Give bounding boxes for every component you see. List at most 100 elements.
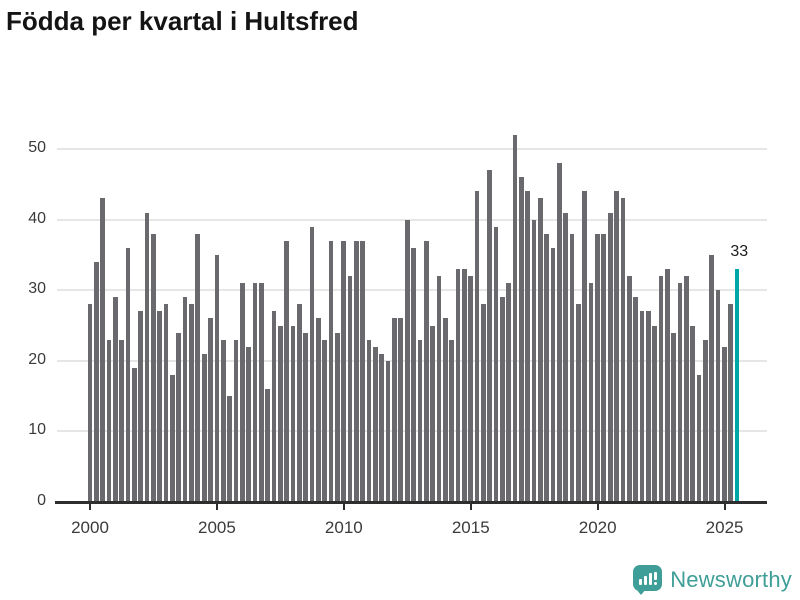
bar [138, 311, 144, 502]
x-axis-tick-label: 2010 [324, 518, 363, 537]
bar [449, 339, 454, 502]
bar [366, 339, 372, 502]
x-axis-tick-label: 2000 [71, 518, 109, 537]
bar [182, 297, 188, 502]
bar [671, 332, 676, 502]
bar [461, 269, 467, 502]
bar [557, 163, 562, 502]
bar [404, 219, 410, 502]
bar [93, 261, 99, 502]
bar [411, 247, 416, 502]
bar [246, 346, 251, 502]
x-axis-tick-mark [215, 501, 218, 510]
newsworthy-logo[interactable]: Newsworthy [633, 565, 792, 595]
bar [189, 304, 194, 502]
bar [595, 233, 600, 502]
bar [309, 226, 315, 502]
bar [252, 283, 258, 502]
bar [582, 191, 588, 502]
bar [195, 233, 201, 502]
bar [119, 339, 125, 502]
bar [258, 283, 264, 502]
bar [87, 304, 93, 502]
bar [227, 396, 232, 502]
bar [157, 311, 163, 502]
bar [722, 346, 727, 502]
bar [398, 318, 404, 502]
bar [220, 339, 226, 502]
bar [335, 332, 340, 502]
bar [284, 240, 289, 502]
bar [626, 276, 632, 502]
bar [322, 339, 328, 502]
bar [607, 212, 613, 502]
highlight-value-label: 33 [730, 243, 749, 261]
bar [639, 311, 645, 502]
bar [442, 318, 448, 502]
y-axis-tick-label: 20 [28, 350, 46, 368]
bar [576, 304, 581, 502]
bar [690, 325, 695, 502]
bar [664, 269, 670, 502]
x-axis-tick-mark [723, 501, 726, 510]
bar [512, 134, 518, 502]
bar [265, 389, 270, 502]
bar [328, 240, 334, 502]
bar [652, 325, 657, 502]
bar [538, 198, 543, 502]
chart-title: Födda per kvartal i Hultsfred [6, 6, 359, 36]
bar [277, 325, 283, 502]
bar [487, 170, 492, 502]
bar [100, 198, 106, 502]
bar [106, 339, 112, 502]
bar [379, 353, 385, 502]
bar [163, 304, 169, 502]
bar [531, 219, 537, 502]
bar [588, 283, 594, 502]
bar [233, 339, 239, 502]
x-axis-tick-label: 2025 [705, 518, 744, 537]
bar [614, 191, 619, 502]
bar [125, 247, 131, 502]
bar [303, 332, 309, 502]
bar [658, 276, 664, 502]
bar [417, 339, 423, 502]
bar [563, 212, 569, 502]
bar [170, 374, 175, 502]
bar [392, 318, 397, 502]
bar [176, 332, 182, 502]
x-axis-tick-label: 2005 [197, 518, 236, 537]
bar [645, 311, 651, 502]
x-axis-tick-mark [596, 501, 599, 510]
bar [347, 276, 353, 502]
bar [373, 346, 378, 502]
logo-text: Newsworthy [670, 566, 792, 592]
bar [550, 247, 556, 502]
bar [144, 212, 150, 502]
bar [430, 325, 435, 502]
bar [296, 304, 302, 502]
bar [341, 240, 347, 502]
y-axis-tick-label: 10 [28, 421, 46, 439]
x-axis-line [55, 501, 767, 504]
x-axis-tick-mark [469, 501, 472, 510]
y-axis-tick-label: 30 [28, 280, 46, 298]
bar [480, 304, 486, 502]
bar [499, 297, 505, 502]
bar [151, 233, 156, 502]
bar [696, 374, 702, 502]
bar [423, 240, 429, 502]
bar [201, 353, 207, 502]
bar [132, 367, 137, 502]
bar [385, 360, 391, 502]
bar [316, 318, 321, 502]
gridline [57, 148, 767, 150]
y-axis-tick-label: 0 [37, 492, 46, 509]
bar [493, 226, 499, 502]
bar [290, 325, 296, 502]
y-axis-tick-label: 50 [28, 139, 46, 156]
bar [601, 233, 607, 502]
bar [715, 290, 721, 502]
bar [683, 276, 689, 502]
